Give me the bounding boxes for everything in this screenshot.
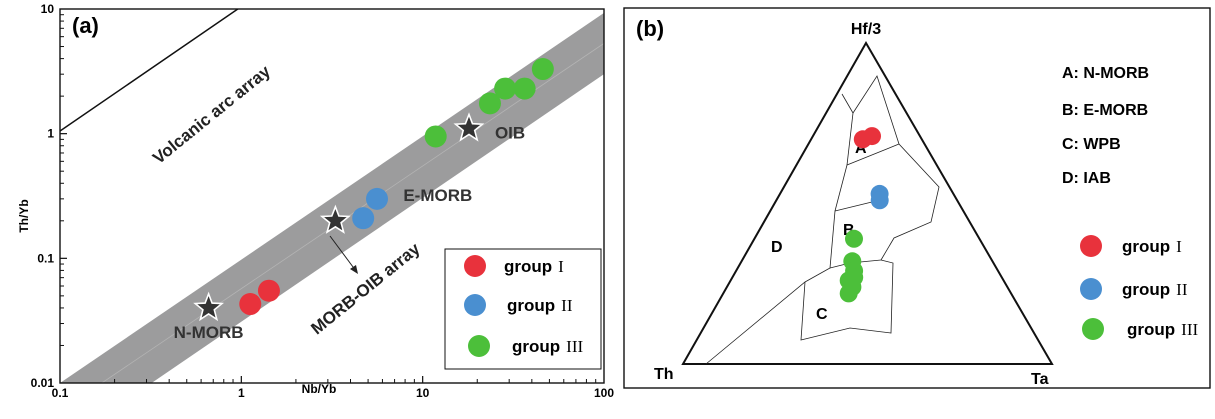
star-label-e-morb: E-MORB (403, 186, 472, 205)
ternary-triangle (681, 40, 1054, 365)
ternary-point-group-iii (845, 229, 863, 248)
legend-a: group I group II group III (444, 248, 602, 370)
legend-b: group I group II group III (1080, 235, 1198, 340)
key-line-a: A: N-MORB (1062, 65, 1149, 82)
x-tick-label: 10 (416, 386, 430, 400)
ternary-point-group-i (863, 127, 881, 146)
panel-b-frame (623, 7, 1211, 389)
legend-marker-group-i (1080, 235, 1102, 257)
plot-frame (59, 8, 605, 384)
data-points (239, 58, 554, 316)
legend-label-group-i: group I (504, 257, 564, 276)
reference-points: N-MORB E-MORB OIB (174, 112, 525, 342)
apex-label-top: Hf/3 (851, 21, 881, 38)
point-group-ii (352, 207, 375, 230)
point-group-i (257, 279, 280, 302)
ternary-point-group-ii (870, 191, 889, 210)
volcanic-arc-boundary-line (60, 9, 240, 132)
field-label-d: D (771, 239, 783, 256)
star-marker-oib (453, 112, 485, 142)
panel-label-a: (a) (72, 13, 99, 38)
arrow-line (329, 235, 357, 272)
apex-label-right: Ta (1031, 371, 1049, 388)
arrow-head (350, 265, 358, 274)
y-tick-label: 0.01 (31, 376, 55, 390)
y-tick-label: 1 (47, 127, 54, 141)
morb-oib-array-centerline (101, 43, 604, 383)
star-marker-n-morb (193, 291, 225, 322)
point-group-iii (478, 92, 501, 115)
legend-label-group-ii: group II (507, 296, 573, 315)
ternary-data-points (839, 127, 889, 303)
x-tick-label: 1 (238, 386, 245, 400)
x-axis-label: Nb/Yb (302, 382, 337, 396)
x-tick-label: 100 (594, 386, 614, 400)
field-label-c: C (816, 306, 828, 323)
point-group-iii (424, 125, 447, 148)
point-group-iii (531, 58, 554, 81)
legend-marker-group-i (464, 255, 486, 277)
morb-oib-array-band (60, 12, 604, 383)
star-label-oib: OIB (495, 124, 525, 143)
legend-marker-group-ii (464, 294, 486, 316)
ternary-point-group-iii (839, 271, 858, 290)
apex-label-left: Th (654, 366, 674, 383)
legend-label-group-iii: group III (512, 337, 583, 356)
x-tick-label: 0.1 (52, 386, 69, 400)
field-key: A: N-MORB B: E-MORB C: WPB D: IAB (1062, 65, 1149, 187)
y-axis-label: Th/Yb (17, 199, 31, 232)
legend-label-group-iii: group III (1127, 320, 1198, 339)
volcanic-arc-array-label: Volcanic arc array (149, 61, 274, 168)
point-group-iii (513, 77, 536, 100)
field-boundaries (705, 75, 940, 365)
point-group-iii (494, 77, 517, 100)
legend-label-group-i: group I (1122, 237, 1182, 256)
legend-label-group-ii: group II (1122, 280, 1188, 299)
key-line-b: B: E-MORB (1062, 102, 1148, 119)
ternary-point-group-iii (839, 284, 858, 303)
y-tick-label: 0.1 (37, 251, 54, 265)
star-label-n-morb: N-MORB (174, 323, 244, 342)
panel-b: (b) Hf/3 Th Ta A B C D A: N-MORB B: E-MO… (623, 7, 1211, 389)
panel-label-b: (b) (636, 16, 664, 41)
legend-marker-group-iii (1082, 318, 1104, 340)
star-marker-e-morb (319, 204, 351, 234)
key-line-c: C: WPB (1062, 136, 1121, 153)
field-label-b: B (843, 222, 855, 239)
key-line-d: D: IAB (1062, 170, 1111, 187)
legend-marker-group-iii (468, 335, 490, 357)
legend-marker-group-ii (1080, 278, 1102, 300)
point-group-i (239, 293, 262, 316)
point-group-ii (366, 187, 389, 210)
y-tick-label: 10 (41, 2, 55, 16)
